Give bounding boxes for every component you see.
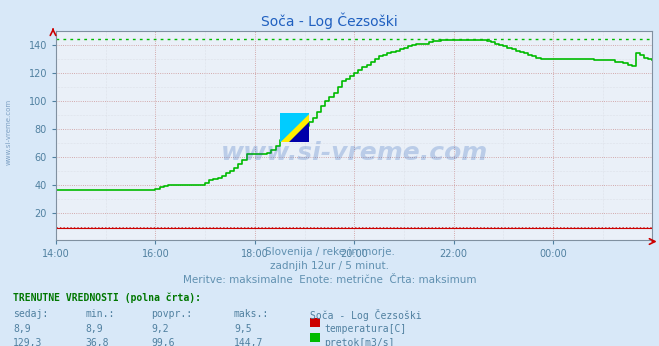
Text: 129,3: 129,3 (13, 338, 43, 346)
Polygon shape (279, 113, 310, 142)
Text: maks.:: maks.: (234, 309, 269, 319)
Text: min.:: min.: (86, 309, 115, 319)
Text: 36,8: 36,8 (86, 338, 109, 346)
Text: Soča - Log Čezsoški: Soča - Log Čezsoški (310, 309, 421, 321)
Text: pretok[m3/s]: pretok[m3/s] (324, 338, 395, 346)
Text: 8,9: 8,9 (13, 324, 31, 334)
Text: www.si-vreme.com: www.si-vreme.com (221, 140, 488, 165)
Text: temperatura[C]: temperatura[C] (324, 324, 407, 334)
Polygon shape (279, 113, 310, 142)
Text: 8,9: 8,9 (86, 324, 103, 334)
Text: TRENUTNE VREDNOSTI (polna črta):: TRENUTNE VREDNOSTI (polna črta): (13, 292, 201, 303)
Text: zadnjih 12ur / 5 minut.: zadnjih 12ur / 5 minut. (270, 261, 389, 271)
Text: sedaj:: sedaj: (13, 309, 48, 319)
Text: Meritve: maksimalne  Enote: metrične  Črta: maksimum: Meritve: maksimalne Enote: metrične Črta… (183, 275, 476, 285)
Text: Slovenija / reke in morje.: Slovenija / reke in morje. (264, 247, 395, 257)
Text: 9,2: 9,2 (152, 324, 169, 334)
Text: povpr.:: povpr.: (152, 309, 192, 319)
Text: 99,6: 99,6 (152, 338, 175, 346)
Text: www.si-vreme.com: www.si-vreme.com (5, 98, 11, 165)
Polygon shape (289, 121, 310, 142)
Text: 144,7: 144,7 (234, 338, 264, 346)
Text: 9,5: 9,5 (234, 324, 252, 334)
Text: Soča - Log Čezsoški: Soča - Log Čezsoški (261, 12, 398, 29)
